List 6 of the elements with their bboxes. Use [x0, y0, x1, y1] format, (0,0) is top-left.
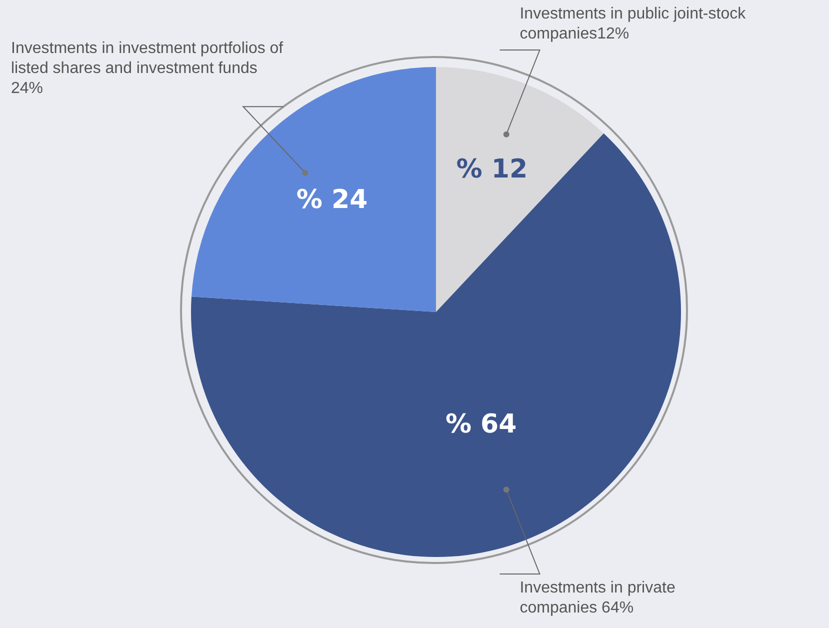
slice-label: Investments in private companies 64%	[520, 579, 676, 616]
slice-label: Investments in public joint-stock companies12%	[520, 5, 747, 42]
data-label: % 64	[445, 410, 517, 440]
data-label: % 24	[296, 185, 368, 216]
data-label: % 12	[456, 154, 528, 185]
slice-label: Investments in investment portfolios of listed shares and investment funds 24%	[11, 40, 284, 98]
